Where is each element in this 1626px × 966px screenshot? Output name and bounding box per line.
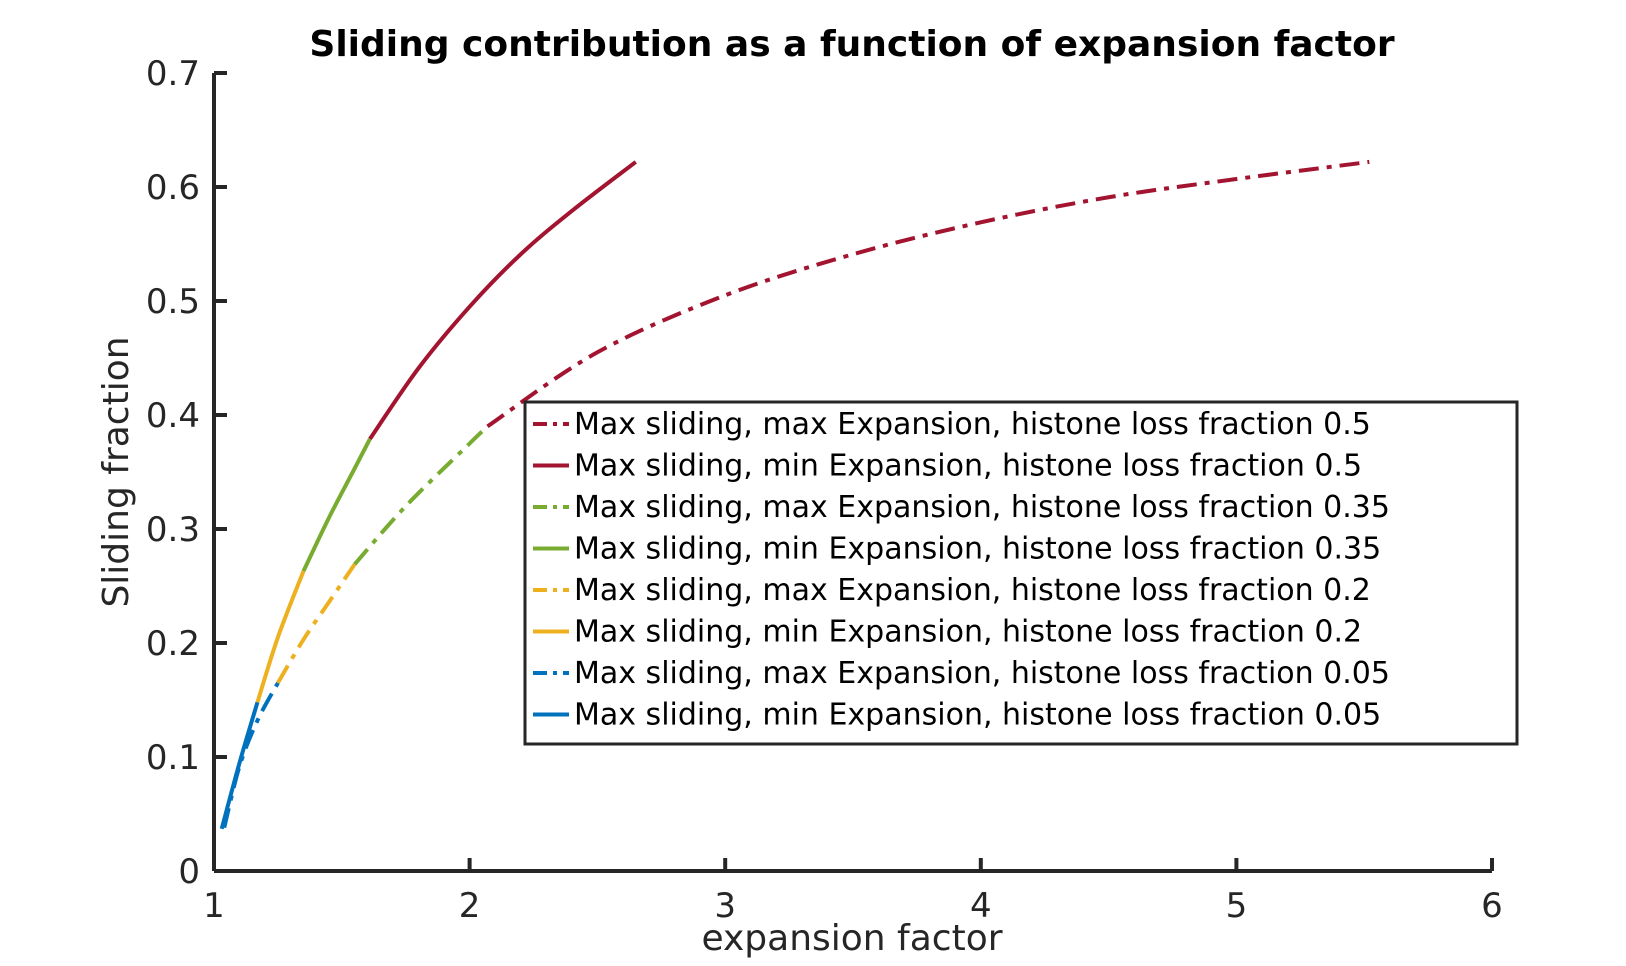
legend-label: Max sliding, min Expansion, histone loss… bbox=[574, 449, 1362, 484]
y-tick-label: 0.6 bbox=[146, 168, 200, 208]
series-line-4 bbox=[276, 563, 357, 684]
x-tick-label: 3 bbox=[714, 886, 736, 926]
x-tick-label: 1 bbox=[203, 886, 225, 926]
x-axis-title: expansion factor bbox=[701, 918, 1002, 959]
y-tick-label: 0.2 bbox=[146, 624, 200, 664]
x-tick-label: 2 bbox=[459, 886, 481, 926]
legend-items: Max sliding, max Expansion, histone loss… bbox=[533, 407, 1390, 733]
x-tick-label: 6 bbox=[1481, 886, 1503, 926]
legend-box bbox=[523, 400, 1519, 746]
legend-label: Max sliding, max Expansion, histone loss… bbox=[574, 490, 1390, 525]
y-tick-label: 0.3 bbox=[146, 510, 200, 550]
series-line-6 bbox=[222, 681, 280, 829]
series-line-2 bbox=[353, 424, 489, 566]
legend-label: Max sliding, min Expansion, histone loss… bbox=[574, 615, 1362, 650]
ticks-layer: 1 2 3 4 5 6 0 0.1 0.2 0.3 0.4 0.5 0.6 0.7 bbox=[146, 54, 1503, 926]
series-line-0 bbox=[486, 159, 1370, 429]
x-tick-label: 5 bbox=[1226, 886, 1248, 926]
legend-label: Max sliding, max Expansion, histone loss… bbox=[574, 573, 1371, 608]
y-tick-label: 0.4 bbox=[146, 396, 200, 436]
chart-title: Sliding contribution as a function of ex… bbox=[309, 24, 1394, 65]
series-line-5 bbox=[255, 570, 306, 703]
y-tick-label: 0.5 bbox=[146, 282, 200, 322]
series-line-1 bbox=[368, 160, 637, 441]
legend: Max sliding, max Expansion, histone loss… bbox=[523, 400, 1519, 746]
legend-label: Max sliding, max Expansion, histone loss… bbox=[574, 656, 1390, 691]
y-axis-title: Sliding fraction bbox=[96, 336, 137, 607]
axes-layer bbox=[212, 73, 1492, 873]
y-tick-label: 0 bbox=[178, 852, 200, 892]
legend-label: Max sliding, min Expansion, histone loss… bbox=[574, 698, 1381, 733]
x-tick-label: 4 bbox=[970, 886, 992, 926]
legend-label: Max sliding, max Expansion, histone loss… bbox=[574, 407, 1371, 442]
series-line-3 bbox=[301, 438, 372, 573]
series-line-7 bbox=[219, 701, 260, 830]
y-tick-label: 0.1 bbox=[146, 738, 200, 778]
legend-label: Max sliding, min Expansion, histone loss… bbox=[574, 532, 1381, 567]
series-layer bbox=[219, 159, 1370, 830]
y-tick-label: 0.7 bbox=[146, 54, 200, 94]
